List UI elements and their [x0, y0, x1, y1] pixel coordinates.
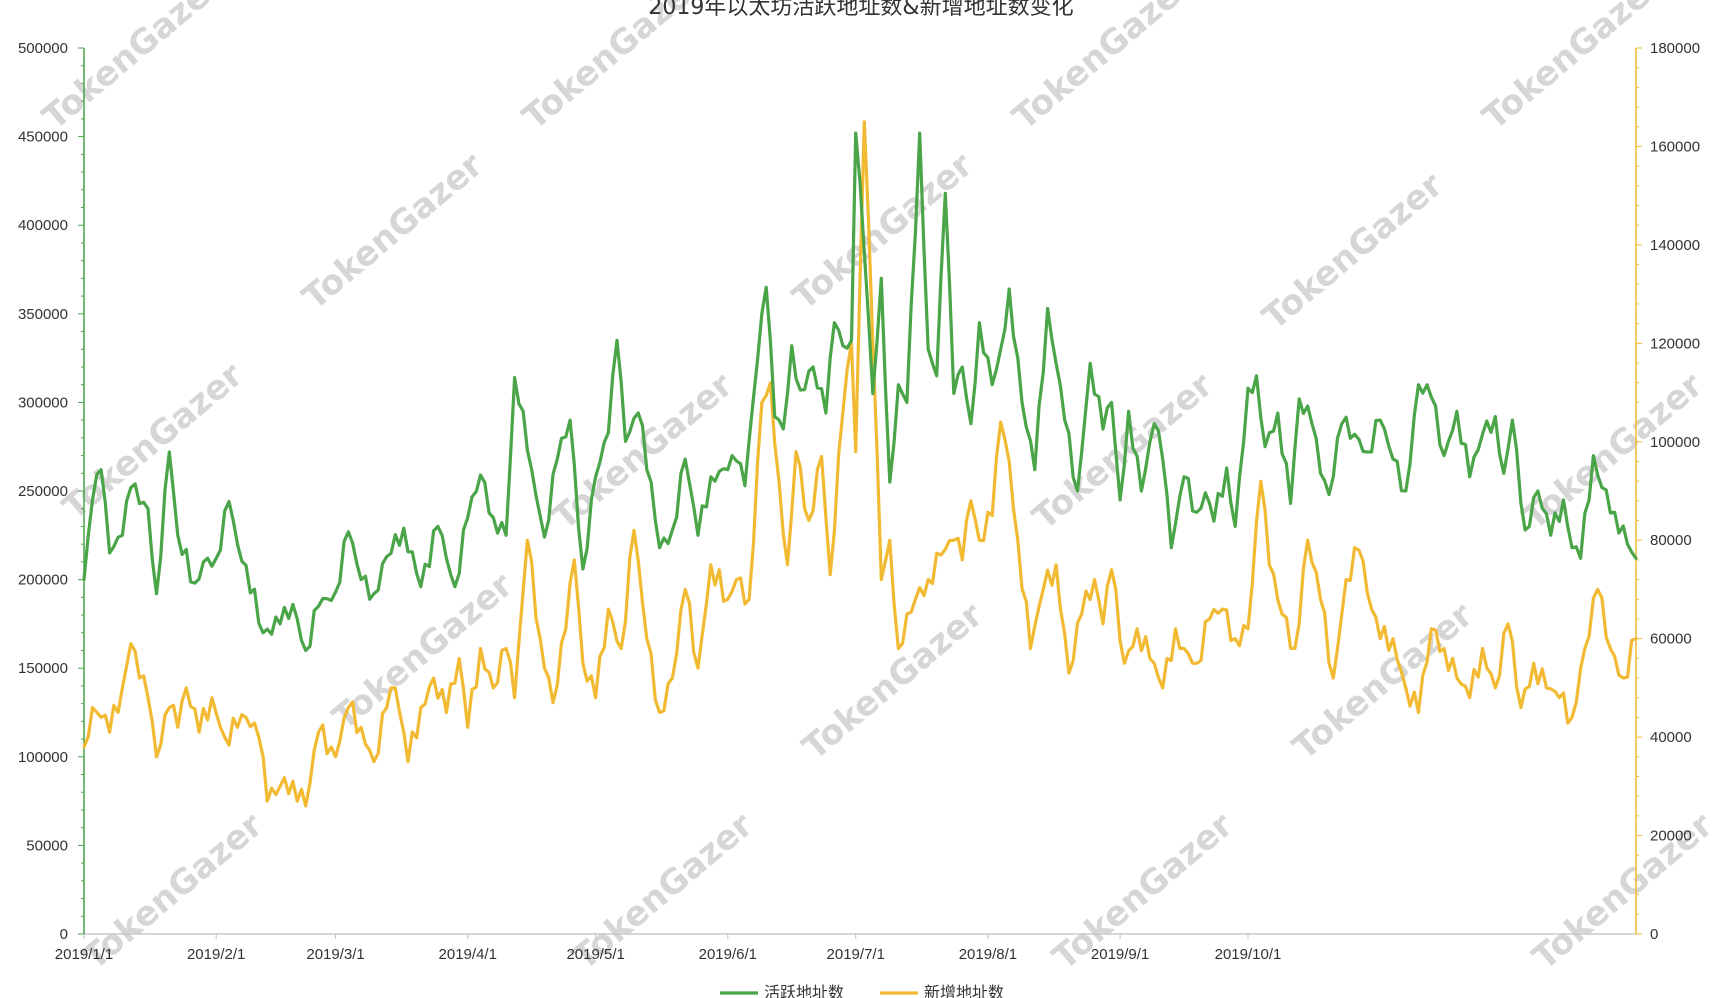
y-right-tick-label: 20000 [1650, 828, 1692, 845]
y-left-tick-label: 50000 [26, 837, 68, 854]
y-left-tick-label: 400000 [18, 217, 68, 234]
legend: 活跃地址数 新增地址数 [720, 983, 1004, 998]
chart-title: 2019年以太坊活跃地址数&新增地址数变化 [648, 0, 1073, 20]
y-left-tick-label: 250000 [18, 483, 68, 500]
x-tick-label: 2019/6/1 [699, 946, 757, 963]
y-right-tick-label: 80000 [1650, 532, 1692, 549]
y-right-tick-label: 0 [1650, 926, 1658, 943]
x-tick-label: 2019/5/1 [566, 946, 624, 963]
y-right-tick-label: 160000 [1650, 138, 1700, 155]
series-line-new [82, 120, 1638, 808]
axes: 0500001000001500002000002500003000003500… [18, 40, 1700, 963]
series-line-active [82, 131, 1638, 653]
y-right-tick-label: 180000 [1650, 40, 1700, 57]
y-right-tick-label: 140000 [1650, 237, 1700, 254]
y-left-tick-label: 300000 [18, 394, 68, 411]
y-left-tick-label: 450000 [18, 129, 68, 146]
y-right-tick-label: 60000 [1650, 631, 1692, 648]
y-right-tick-label: 100000 [1650, 434, 1700, 451]
x-tick-label: 2019/9/1 [1091, 946, 1149, 963]
legend-label: 活跃地址数 [764, 983, 844, 998]
y-left-tick-label: 100000 [18, 749, 68, 766]
y-left-tick-label: 500000 [18, 40, 68, 57]
plot-area [82, 120, 1638, 808]
y-left-tick-label: 150000 [18, 660, 68, 677]
x-tick-label: 2019/8/1 [959, 946, 1017, 963]
x-tick-label: 2019/3/1 [306, 946, 364, 963]
y-left-tick-label: 200000 [18, 572, 68, 589]
legend-label: 新增地址数 [924, 983, 1004, 998]
x-tick-label: 2019/2/1 [187, 946, 245, 963]
x-tick-label: 2019/4/1 [439, 946, 497, 963]
y-right-tick-label: 40000 [1650, 729, 1692, 746]
x-tick-label: 2019/7/1 [827, 946, 885, 963]
x-tick-label: 2019/1/1 [55, 946, 113, 963]
y-right-tick-label: 120000 [1650, 335, 1700, 352]
y-left-tick-label: 350000 [18, 306, 68, 323]
x-tick-label: 2019/10/1 [1215, 946, 1282, 963]
y-left-tick-label: 0 [60, 926, 68, 943]
